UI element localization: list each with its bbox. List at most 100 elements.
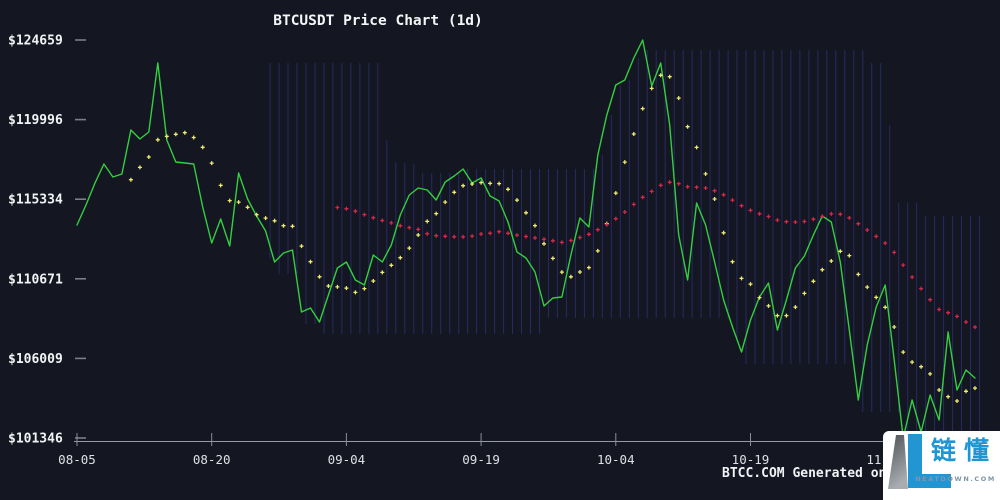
ma-long-dot <box>928 297 933 302</box>
ma-long-dot <box>362 212 367 217</box>
ma-short-dot <box>146 155 151 159</box>
ma-long-dot <box>883 241 888 246</box>
ma-long-dot <box>964 320 968 324</box>
x-axis-label: 08-05 <box>58 452 96 467</box>
ma-short-dot <box>290 224 295 229</box>
ma-long-dot <box>694 185 699 190</box>
ma-short-dot <box>272 218 277 223</box>
y-axis-label: $115334 <box>8 193 63 208</box>
ma-long-dot <box>766 214 771 219</box>
y-axis-label: $106009 <box>8 352 63 367</box>
x-axis-label: 10-19 <box>732 452 770 467</box>
ma-long-dot <box>811 217 816 222</box>
ma-long-dot <box>470 234 475 239</box>
ma-short-dot <box>640 106 645 111</box>
ma-long-dot <box>820 214 825 219</box>
ma-short-dot <box>712 197 717 201</box>
ma-short-dot <box>568 274 573 279</box>
ma-short-dot <box>461 183 466 188</box>
ma-long-dots <box>335 180 977 330</box>
ma-short-dot <box>308 259 313 264</box>
neatdown-logo: 链懂 NEATDOWN.COM <box>883 431 1000 500</box>
ma-short-dot <box>245 205 250 210</box>
ma-short-dot <box>452 190 457 195</box>
ma-short-dot <box>973 386 977 391</box>
ma-short-dot <box>550 256 555 261</box>
ma-short-dot <box>470 182 475 186</box>
ma-short-dot <box>622 160 627 165</box>
ma-short-dot <box>676 96 681 101</box>
ma-short-dot <box>191 135 196 140</box>
ma-short-dot <box>236 200 241 205</box>
ma-long-dot <box>416 227 421 232</box>
ma-long-dot <box>667 180 672 185</box>
ma-short-dot <box>317 274 322 279</box>
ma-long-dot <box>802 219 807 224</box>
ma-short-dot <box>811 279 816 284</box>
ma-long-dot <box>676 181 681 186</box>
ma-short-dot <box>703 171 708 176</box>
ma-long-dot <box>955 314 959 319</box>
logo-gray-slant <box>888 435 908 489</box>
ma-long-dot <box>856 221 861 226</box>
ma-short-dot <box>829 259 834 263</box>
watermark-text: BTCC.COM Generated on <box>722 466 887 481</box>
ma-short-dot <box>757 295 762 300</box>
ma-long-dot <box>658 183 663 188</box>
ma-long-dot <box>874 234 879 239</box>
ma-short-dots <box>128 73 977 403</box>
ma-long-dot <box>613 216 618 221</box>
ma-short-dot <box>892 325 897 329</box>
ma-short-dot <box>524 210 528 215</box>
ma-long-dot <box>488 231 493 236</box>
ma-short-dot <box>353 290 358 295</box>
ma-short-dot <box>946 394 951 399</box>
ma-short-dot <box>209 161 214 166</box>
ma-long-dot <box>865 228 870 232</box>
ma-short-dot <box>838 249 843 254</box>
ma-short-dot <box>847 253 852 258</box>
ma-short-dot <box>721 230 726 235</box>
ma-short-dot <box>173 132 178 137</box>
ma-long-dot <box>712 188 717 193</box>
y-axis-label: $124659 <box>8 34 63 49</box>
ma-long-dot <box>757 211 762 216</box>
ma-long-dot <box>353 209 358 214</box>
ma-long-dot <box>434 233 439 238</box>
logo-brand-text: 链懂 <box>931 436 998 465</box>
x-axis-label: 09-19 <box>462 452 500 467</box>
ma-long-dot <box>586 232 591 237</box>
ma-short-dot <box>649 86 654 91</box>
ma-long-dot <box>559 240 564 245</box>
ma-long-dot <box>550 238 555 243</box>
ma-long-dot <box>452 234 457 239</box>
ma-long-dot <box>910 275 915 280</box>
ma-short-dot <box>595 248 600 253</box>
ma-short-dot <box>730 259 735 264</box>
ma-long-dot <box>946 310 951 315</box>
ma-short-dot <box>955 399 959 403</box>
ma-short-dot <box>694 145 699 150</box>
ma-long-dot <box>380 218 385 223</box>
ma-short-dot <box>919 364 924 369</box>
ma-short-dot <box>182 130 187 135</box>
ma-long-dot <box>919 286 924 291</box>
ma-short-dot <box>865 285 870 290</box>
x-axis-label: 10-04 <box>597 452 635 467</box>
ma-long-dot <box>901 263 906 268</box>
ma-short-dot <box>901 350 906 355</box>
ma-long-dot <box>604 222 609 227</box>
ma-long-dot <box>515 233 519 238</box>
ma-long-dot <box>622 210 627 214</box>
ma-long-dot <box>506 231 510 236</box>
ma-long-dot <box>685 184 690 189</box>
ma-short-dot <box>362 286 367 291</box>
ma-short-dot <box>335 284 340 289</box>
ma-short-dot <box>928 371 933 376</box>
ma-long-dot <box>461 234 466 239</box>
ma-short-dot <box>326 284 331 288</box>
ma-short-dot <box>631 132 636 136</box>
y-axis-label: $119996 <box>8 113 63 128</box>
